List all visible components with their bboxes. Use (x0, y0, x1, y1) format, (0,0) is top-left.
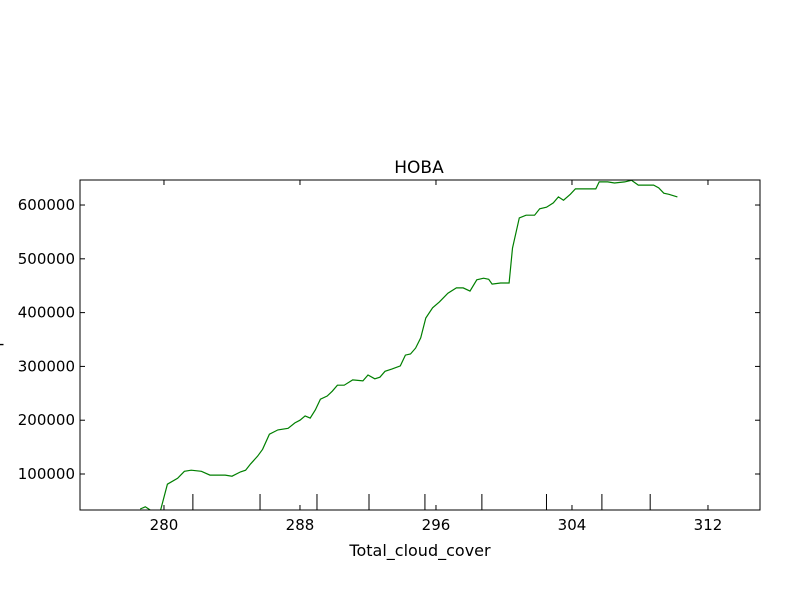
x-tick-label: 296 (422, 516, 451, 534)
x-tick-label: 312 (694, 516, 723, 534)
y-tick-label: 100000 (18, 465, 75, 483)
y-tick-label: 600000 (18, 196, 75, 214)
y-tick-label: 400000 (18, 304, 75, 322)
y-tick-label: 500000 (18, 250, 75, 268)
x-tick-label: 280 (150, 516, 179, 534)
x-tick-label: 304 (558, 516, 587, 534)
y-tick-label: 200000 (18, 411, 75, 429)
x-axis-label: Total_cloud_cover (348, 541, 491, 561)
y-tick-label: 300000 (18, 357, 75, 375)
line-series (139, 180, 678, 510)
chart-title: HOBA (394, 158, 444, 178)
x-tick-label: 288 (286, 516, 315, 534)
plot-frame (79, 179, 761, 511)
y-axis-label: Partial dependence (0, 268, 4, 422)
